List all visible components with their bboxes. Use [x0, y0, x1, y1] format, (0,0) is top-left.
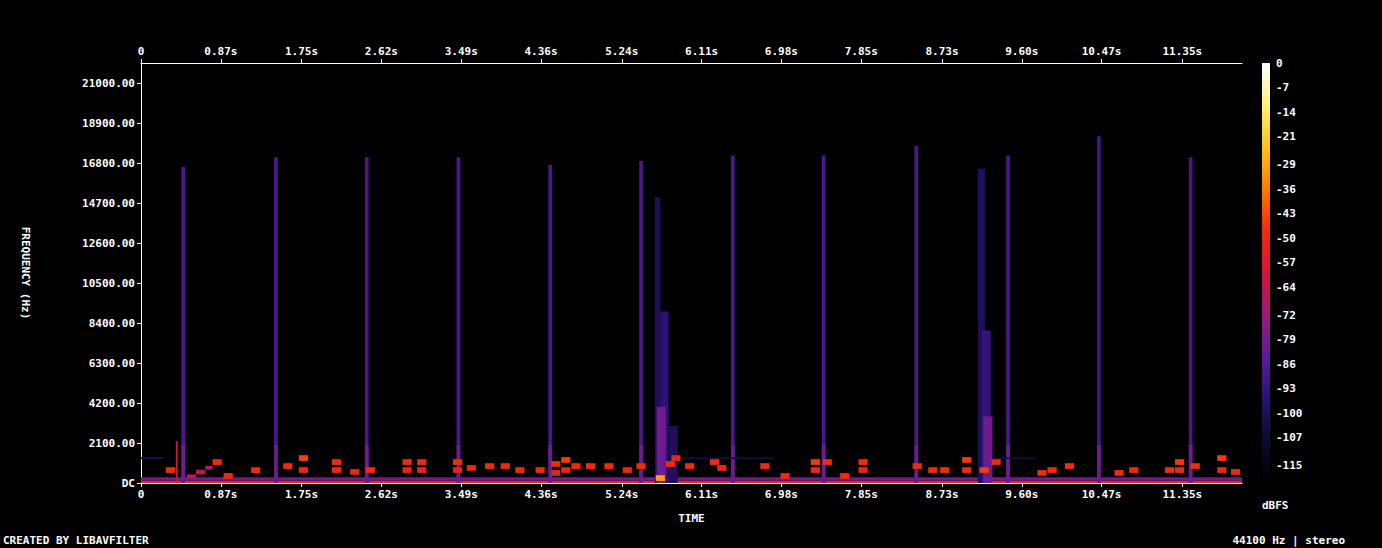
svg-text:0.87s: 0.87s	[204, 488, 237, 501]
svg-text:0: 0	[1276, 57, 1283, 70]
svg-text:1.75s: 1.75s	[285, 45, 318, 58]
svg-text:9.60s: 9.60s	[1005, 488, 1038, 501]
svg-text:0.87s: 0.87s	[204, 45, 237, 58]
svg-text:8400.00: 8400.00	[89, 317, 135, 330]
svg-text:12600.00: 12600.00	[82, 237, 135, 250]
svg-text:7.85s: 7.85s	[845, 488, 878, 501]
svg-text:-43: -43	[1276, 207, 1296, 220]
svg-text:-72: -72	[1276, 309, 1296, 322]
svg-text:FREQUENCY (Hz): FREQUENCY (Hz)	[19, 227, 32, 320]
svg-text:4.36s: 4.36s	[524, 45, 557, 58]
svg-text:-14: -14	[1276, 106, 1296, 119]
svg-text:5.24s: 5.24s	[605, 488, 638, 501]
svg-text:6.98s: 6.98s	[765, 488, 798, 501]
svg-text:4200.00: 4200.00	[89, 397, 135, 410]
svg-text:11.35s: 11.35s	[1162, 488, 1202, 501]
svg-text:3.49s: 3.49s	[445, 45, 478, 58]
svg-text:6.98s: 6.98s	[765, 45, 798, 58]
svg-text:8.73s: 8.73s	[925, 45, 958, 58]
svg-text:-93: -93	[1276, 382, 1296, 395]
svg-text:2.62s: 2.62s	[365, 488, 398, 501]
svg-text:-107: -107	[1276, 431, 1303, 444]
svg-text:-79: -79	[1276, 333, 1296, 346]
svg-text:21000.00: 21000.00	[82, 77, 135, 90]
svg-text:DC: DC	[122, 477, 135, 490]
svg-text:CREATED BY LIBAVFILTER: CREATED BY LIBAVFILTER	[3, 534, 149, 547]
svg-text:2.62s: 2.62s	[365, 45, 398, 58]
svg-text:2100.00: 2100.00	[89, 437, 135, 450]
svg-text:-7: -7	[1276, 81, 1289, 94]
svg-text:10.47s: 10.47s	[1082, 45, 1122, 58]
svg-text:0: 0	[138, 45, 145, 58]
svg-text:10500.00: 10500.00	[82, 277, 135, 290]
svg-text:9.60s: 9.60s	[1005, 45, 1038, 58]
svg-text:6.11s: 6.11s	[685, 45, 718, 58]
svg-text:6300.00: 6300.00	[89, 357, 135, 370]
svg-text:4.36s: 4.36s	[524, 488, 557, 501]
svg-text:-115: -115	[1276, 459, 1303, 472]
svg-text:11.35s: 11.35s	[1162, 45, 1202, 58]
svg-text:10.47s: 10.47s	[1082, 488, 1122, 501]
svg-text:dBFS: dBFS	[1262, 499, 1289, 512]
svg-text:1.75s: 1.75s	[285, 488, 318, 501]
svg-text:-100: -100	[1276, 407, 1303, 420]
svg-text:18900.00: 18900.00	[82, 117, 135, 130]
svg-text:-86: -86	[1276, 358, 1296, 371]
svg-text:5.24s: 5.24s	[605, 45, 638, 58]
svg-text:3.49s: 3.49s	[445, 488, 478, 501]
svg-text:-57: -57	[1276, 256, 1296, 269]
svg-text:14700.00: 14700.00	[82, 197, 135, 210]
svg-text:8.73s: 8.73s	[925, 488, 958, 501]
svg-text:-21: -21	[1276, 130, 1296, 143]
svg-text:7.85s: 7.85s	[845, 45, 878, 58]
svg-text:44100 Hz | stereo: 44100 Hz | stereo	[1232, 534, 1345, 547]
svg-text:16800.00: 16800.00	[82, 157, 135, 170]
svg-text:-64: -64	[1276, 281, 1296, 294]
svg-text:0: 0	[138, 488, 145, 501]
svg-text:-50: -50	[1276, 232, 1296, 245]
svg-text:TIME: TIME	[678, 512, 705, 525]
svg-text:6.11s: 6.11s	[685, 488, 718, 501]
svg-text:-36: -36	[1276, 183, 1296, 196]
svg-text:-29: -29	[1276, 158, 1296, 171]
